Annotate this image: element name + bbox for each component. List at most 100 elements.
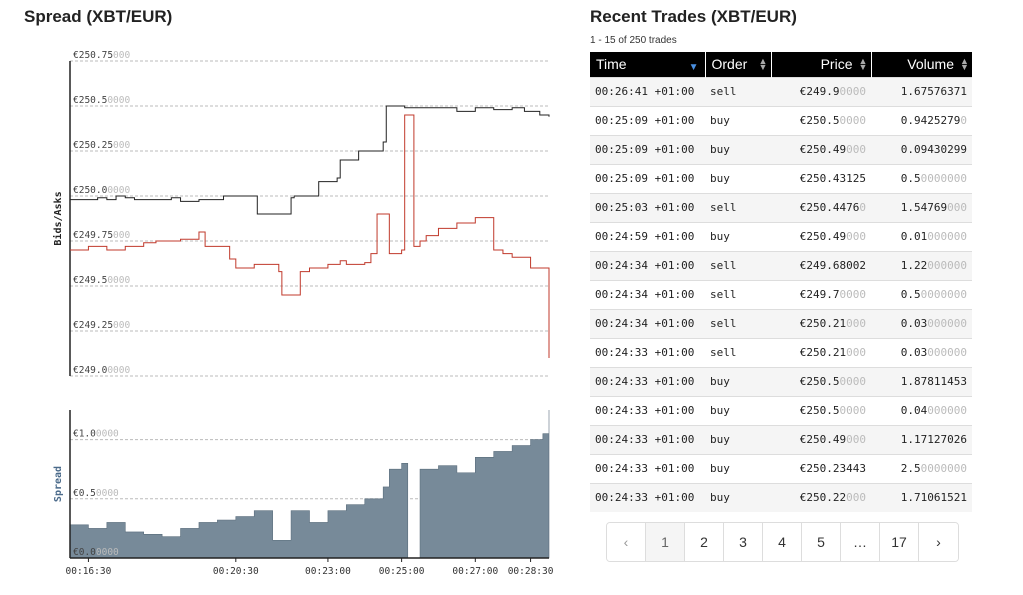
page-button-4[interactable]: 4 xyxy=(763,523,802,561)
price-padding: 000 xyxy=(846,230,866,243)
trade-volume: 0.04000000 xyxy=(871,395,972,425)
trade-time: 00:24:34 +01:00 xyxy=(590,279,705,309)
trade-volume: 1.71061521 xyxy=(871,482,972,512)
price-padding: 0000 xyxy=(839,288,867,301)
column-header-volume[interactable]: Volume ▲ ▼ xyxy=(871,52,972,77)
y-tick-label: €0.00000 xyxy=(73,547,119,558)
table-row: 00:24:33 +01:00 sell €250.21000 0.03000000 xyxy=(590,337,972,367)
table-row: 00:24:33 +01:00 buy €250.50000 0.04000000 xyxy=(590,395,972,425)
page-button-2[interactable]: 2 xyxy=(685,523,724,561)
trade-time: 00:24:59 +01:00 xyxy=(590,221,705,251)
table-row: 00:24:34 +01:00 sell €250.21000 0.03000000 xyxy=(590,308,972,338)
trade-time: 00:24:33 +01:00 xyxy=(590,482,705,512)
trades-table: Time ▼ Order ▲ ▼ Price ▲ ▼ Volume ▲ ▼ 00:26… xyxy=(590,52,972,512)
volume-value: 0.5 xyxy=(900,172,921,185)
next-page-button[interactable]: › xyxy=(919,523,958,561)
bids-series-line xyxy=(70,114,550,358)
table-row: 00:24:33 +01:00 buy €250.49000 1.17127026 xyxy=(590,424,972,454)
trade-order: buy xyxy=(705,163,771,193)
page-button-1[interactable]: 1 xyxy=(646,523,685,561)
trade-volume: 1.54769000 xyxy=(871,192,972,222)
spread-chart-title: Spread (XBT/EUR) xyxy=(24,7,173,26)
trade-price: €250.50000 xyxy=(771,105,871,135)
volume-padding: 000000 xyxy=(927,346,967,359)
table-row: 00:24:34 +01:00 sell €249.70000 0.50000000 xyxy=(590,279,972,309)
price-padding: 0000 xyxy=(839,375,867,388)
trade-time: 00:24:33 +01:00 xyxy=(590,366,705,396)
trade-volume: 0.50000000 xyxy=(871,279,972,309)
trade-time: 00:24:33 +01:00 xyxy=(590,337,705,367)
volume-padding: 000000 xyxy=(927,317,967,330)
trade-volume: 1.22000000 xyxy=(871,250,972,280)
page-button-5[interactable]: 5 xyxy=(802,523,841,561)
column-header-time[interactable]: Time ▼ xyxy=(590,52,706,77)
volume-padding: 000000 xyxy=(927,259,967,272)
table-row: 00:25:03 +01:00 sell €250.44760 1.54769000 xyxy=(590,192,972,222)
page-ellipsis: … xyxy=(841,523,880,561)
column-header-price[interactable]: Price ▲ ▼ xyxy=(771,52,872,77)
trade-price: €250.44760 xyxy=(771,192,871,222)
sort-desc-icon: ▼ xyxy=(688,62,699,73)
trade-price: €250.49000 xyxy=(771,134,871,164)
column-label-volume: Volume xyxy=(907,56,954,73)
y-tick-label: €0.50000 xyxy=(73,488,119,499)
column-label-price: Price xyxy=(820,56,853,73)
trade-price: €250.43125 xyxy=(771,163,871,193)
trade-volume: 0.03000000 xyxy=(871,308,972,338)
trade-volume: 1.87811453 xyxy=(871,366,972,396)
trade-time: 00:25:09 +01:00 xyxy=(590,163,705,193)
price-value: €250.5 xyxy=(799,375,840,388)
x-tick-label: 00:25:00 xyxy=(379,566,425,577)
table-row: 00:26:41 +01:00 sell €249.90000 1.67576371 xyxy=(590,76,972,106)
y-tick-label: €249.50000 xyxy=(73,275,130,286)
trade-order: buy xyxy=(705,134,771,164)
price-value: €250.4476 xyxy=(799,201,860,214)
x-tick-label: 00:27:00 xyxy=(452,566,498,577)
trade-time: 00:25:09 +01:00 xyxy=(590,134,705,164)
table-row: 00:24:34 +01:00 sell €249.68002 1.22000000 xyxy=(590,250,972,280)
price-value: €250.49 xyxy=(799,230,847,243)
trade-order: sell xyxy=(705,337,771,367)
trade-order: buy xyxy=(705,395,771,425)
trade-volume: 0.03000000 xyxy=(871,337,972,367)
volume-value: 0.5 xyxy=(900,288,921,301)
page-button-17[interactable]: 17 xyxy=(880,523,919,561)
volume-value: 1.54769 xyxy=(900,201,948,214)
volume-value: 0.04 xyxy=(900,404,928,417)
spread-area xyxy=(69,410,550,559)
trade-volume: 0.01000000 xyxy=(871,221,972,251)
y-tick-label: €249.00000 xyxy=(73,365,130,376)
page-button-3[interactable]: 3 xyxy=(724,523,763,561)
price-padding: 0 xyxy=(859,201,866,214)
trade-time: 00:24:33 +01:00 xyxy=(590,424,705,454)
volume-value: 1.17127026 xyxy=(900,433,967,446)
trade-price: €250.49000 xyxy=(771,221,871,251)
x-tick-label: 00:28:30 xyxy=(508,566,554,577)
prev-page-button[interactable]: ‹ xyxy=(607,523,646,561)
volume-padding: 0000000 xyxy=(920,172,967,185)
price-value: €249.9 xyxy=(799,85,840,98)
volume-value: 0.01 xyxy=(900,230,928,243)
price-padding: 000 xyxy=(846,491,866,505)
volume-value: 1.87811453 xyxy=(900,375,967,388)
trade-price: €250.21000 xyxy=(771,308,871,338)
trades-count: 1 - 15 of 250 trades xyxy=(590,35,677,46)
table-row: 00:24:33 +01:00 buy €250.50000 1.87811453 xyxy=(590,366,972,396)
trade-volume: 0.94252790 xyxy=(871,105,972,135)
volume-value: 0.03 xyxy=(900,317,928,330)
trades-header-row: Time ▼ Order ▲ ▼ Price ▲ ▼ Volume ▲ ▼ xyxy=(590,52,972,77)
price-value: €250.22 xyxy=(799,491,847,505)
volume-padding: 000000 xyxy=(927,230,967,243)
sort-both-icon: ▲ ▼ xyxy=(858,56,868,72)
trade-price: €249.90000 xyxy=(771,76,871,106)
price-padding: 000 xyxy=(846,317,866,330)
y-axis-label: Bids/Asks xyxy=(52,191,64,245)
y-tick-label: €250.75000 xyxy=(73,50,130,61)
column-header-order[interactable]: Order ▲ ▼ xyxy=(705,52,772,77)
trade-volume: 1.67576371 xyxy=(871,76,972,106)
price-padding: 0000 xyxy=(839,85,867,98)
price-value: €249.7 xyxy=(799,288,840,301)
price-value: €250.5 xyxy=(799,404,840,417)
trade-time: 00:24:33 +01:00 xyxy=(590,453,705,483)
trade-price: €250.50000 xyxy=(771,366,871,396)
